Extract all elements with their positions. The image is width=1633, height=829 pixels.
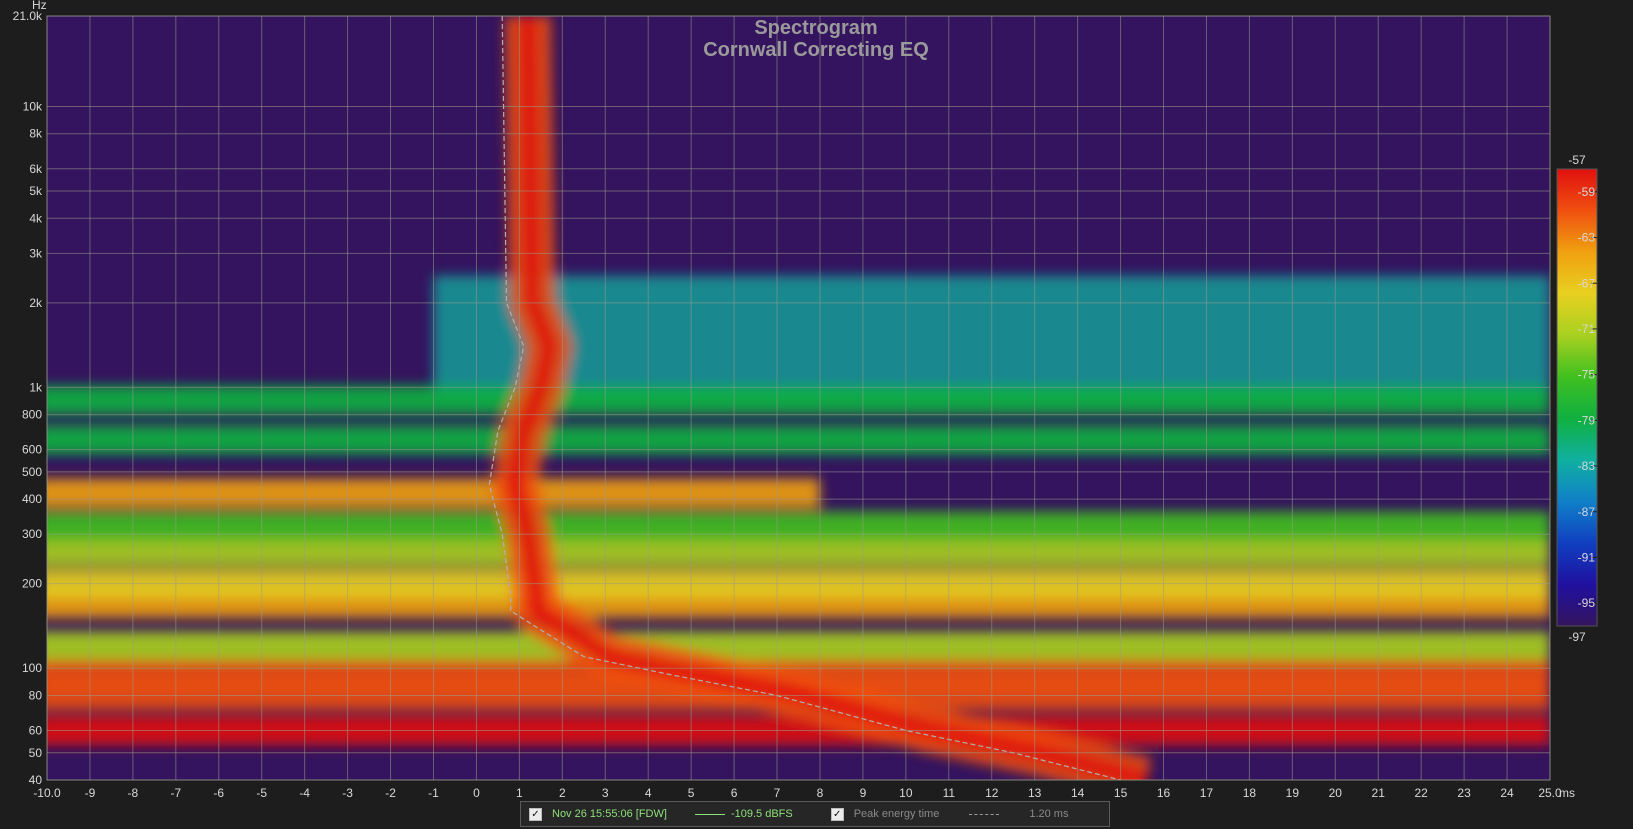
y-tick-label: 3k (29, 246, 43, 260)
chart-title: Spectrogram (754, 17, 877, 39)
x-tick-label: 17 (1200, 786, 1214, 800)
chart-subtitle: Cornwall Correcting EQ (703, 39, 929, 61)
colorbar-gradient (1556, 168, 1598, 627)
y-tick-label: 80 (29, 688, 43, 702)
x-tick-label: 8 (817, 786, 824, 800)
peak-energy-line-swatch (969, 813, 1000, 815)
colorbar-tick-label: -75 (1578, 368, 1596, 382)
energy-band (47, 511, 1550, 542)
y-tick-label: 500 (22, 465, 42, 479)
x-tick-label: 21 (1372, 786, 1386, 800)
x-tick-label: 5 (688, 786, 695, 800)
x-tick-label: 3 (602, 786, 609, 800)
x-tick-label: 4 (645, 786, 652, 800)
energy-bands (47, 16, 1550, 780)
peak-energy-checkbox[interactable]: ✓ (830, 807, 844, 821)
grid (46, 15, 1551, 781)
x-tick-label: -10.0 (33, 786, 61, 800)
colorbar-tick-label: -59 (1578, 185, 1596, 199)
colorbar-tick-label: -57 (1568, 153, 1586, 167)
y-tick-label: 50 (29, 746, 43, 760)
colorbar: -57 -59 -63 -67 -71 -75 -79 -83 -87 -91 -95 -97 (1556, 153, 1598, 644)
x-tick-label: 22 (1414, 786, 1428, 800)
y-tick-label: 100 (22, 661, 42, 675)
plot-frame (46, 15, 1551, 781)
measurement-checkbox[interactable]: ✓ (529, 807, 542, 821)
x-tick-label: 1 (516, 786, 523, 800)
colorbar-tick-label: -87 (1578, 505, 1596, 519)
y-tick-label: 1k (29, 380, 43, 394)
x-tick-label: 0 (473, 786, 480, 800)
x-tick-label: 7 (774, 786, 781, 800)
energy-band (47, 631, 1550, 661)
x-tick-label: -6 (213, 786, 224, 800)
legend-bar: ✓ Nov 26 15:55:06 [FDW] -109.5 dBFS ✓ Pe… (520, 801, 1110, 827)
x-tick-label: -8 (128, 786, 139, 800)
x-tick-label: 24 (1500, 786, 1514, 800)
measurement-label: Nov 26 15:55:06 [FDW] (552, 808, 667, 820)
y-tick-label: 2k (29, 296, 43, 310)
colorbar-tick-label: -79 (1578, 413, 1596, 427)
x-axis-unit: ms (1559, 786, 1575, 800)
y-tick-label: 200 (22, 577, 42, 591)
x-tick-label: 25.0 (1538, 786, 1562, 800)
x-tick-label: 10 (899, 786, 913, 800)
colorbar-tick-label: -95 (1578, 596, 1596, 610)
x-tick-label: 19 (1286, 786, 1300, 800)
y-tick-label: 60 (29, 724, 43, 738)
x-tick-label: -4 (299, 786, 310, 800)
plot-area (47, 16, 1550, 780)
x-tick-label: 9 (860, 786, 867, 800)
x-tick-label: 20 (1329, 786, 1343, 800)
x-tick-label: -1 (428, 786, 439, 800)
colorbar-tick-label: -97 (1568, 630, 1586, 644)
x-tick-label: 12 (985, 786, 999, 800)
colorbar-tick-label: -83 (1578, 459, 1596, 473)
colorbar-tick-label: -91 (1578, 550, 1596, 564)
x-tick-label: 14 (1071, 786, 1085, 800)
x-tick-label: 2 (559, 786, 566, 800)
y-tick-label: 10k (23, 100, 43, 114)
y-tick-label: 600 (22, 443, 42, 457)
x-tick-label: 13 (1028, 786, 1042, 800)
x-tick-label: -7 (170, 786, 181, 800)
energy-band (47, 536, 1550, 567)
y-tick-label: 6k (29, 162, 43, 176)
peak-energy-label: Peak energy time (853, 808, 940, 820)
y-axis-unit: Hz (32, 0, 47, 12)
x-tick-label: 16 (1157, 786, 1171, 800)
colorbar-tick-label: -71 (1578, 322, 1596, 336)
x-tick-label: -5 (256, 786, 267, 800)
x-axis: -10.0 -9 -8 -7 -6 -5 -4 -3 -2 -1 0 1 2 3 4 5 6 7 8 9 10 11 12 1… (33, 786, 1562, 800)
y-tick-label: 8k (29, 127, 43, 141)
energy-band (47, 478, 820, 508)
x-tick-label: 11 (943, 786, 956, 800)
x-tick-label: -3 (342, 786, 353, 800)
colorbar-tick-label: -67 (1578, 276, 1596, 290)
y-axis: 21.0k 10k 8k 6k 5k 4k 3k 2k 1k 800 600 500 400 300 200… (13, 9, 43, 787)
measurement-line-swatch (694, 813, 725, 815)
y-tick-label: 4k (29, 211, 43, 225)
y-tick-label: 300 (22, 527, 42, 541)
x-tick-label: -9 (85, 786, 96, 800)
x-tick-label: 23 (1457, 786, 1471, 800)
x-tick-label: -2 (385, 786, 396, 800)
y-tick-label: 400 (22, 492, 42, 506)
measurement-value: -109.5 dBFS (730, 808, 793, 820)
energy-core-peak (506, 16, 1149, 780)
x-tick-label: 18 (1243, 786, 1257, 800)
y-tick-label: 40 (29, 773, 43, 787)
colorbar-tick-label: -63 (1578, 231, 1596, 245)
energy-band (47, 425, 1550, 455)
x-tick-label: 15 (1114, 786, 1128, 800)
y-tick-label: 800 (22, 408, 42, 422)
x-tick-label: 6 (731, 786, 738, 800)
energy-band (47, 385, 1550, 415)
peak-energy-value: 1.20 ms (1029, 808, 1069, 820)
y-tick-label: 21.0k (13, 9, 43, 23)
y-tick-label: 5k (29, 184, 43, 198)
